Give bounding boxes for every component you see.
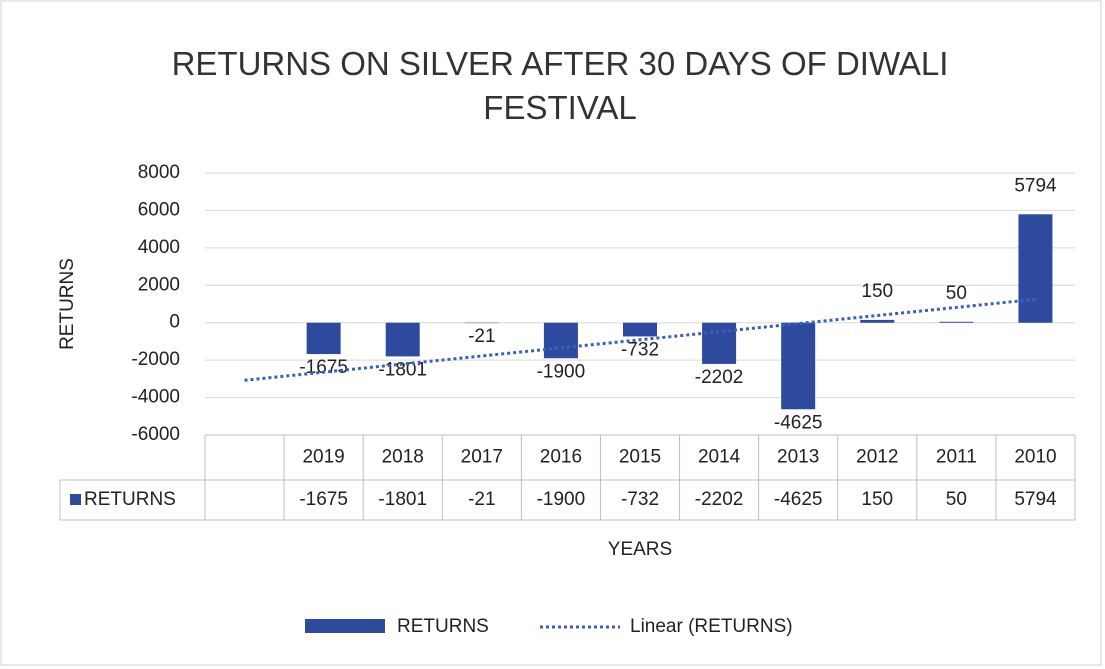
y-tick-label: 6000 [138,199,180,220]
bar [781,322,816,410]
x-tick-label: 2019 [302,447,344,468]
x-tick-label: 2010 [1014,447,1056,468]
legend-key [305,619,385,633]
chart-title: RETURNS ON SILVER AFTER 30 DAYS OF DIWAL… [171,45,949,126]
bar [306,322,341,355]
table-value: -1900 [537,489,586,510]
bar [702,322,737,364]
y-tick-label: -4000 [131,387,180,408]
table-value: -2202 [695,489,744,510]
x-tick-label: 2017 [461,447,503,468]
table-value: -4625 [774,489,823,510]
data-label: -21 [468,326,495,347]
x-tick-label: 2014 [698,447,741,468]
y-tick-label: 2000 [138,274,180,295]
y-tick-label: 8000 [138,162,180,183]
table-value: 50 [946,489,967,510]
table-value: -1801 [378,489,427,510]
bar [385,322,420,357]
x-tick-label: 2018 [382,447,424,468]
legend-label: Linear (RETURNS) [630,616,793,637]
y-tick-label: -6000 [131,424,180,445]
y-axis-title: RETURNS [57,258,78,350]
bar [860,319,895,323]
y-tick-label: 0 [169,312,180,333]
data-label: -2202 [695,367,744,388]
data-label: 50 [946,283,967,304]
table-value: -732 [621,489,659,510]
trendline [244,297,1036,382]
table-row-label: RETURNS [84,489,176,510]
y-tick-label: 4000 [138,237,180,258]
x-tick-label: 2013 [777,447,819,468]
table-value: -1675 [299,489,348,510]
table-value: 5794 [1014,489,1057,510]
data-label: 150 [861,281,893,302]
table-value: 150 [861,489,893,510]
bar [543,322,578,359]
data-label: -732 [621,339,659,360]
x-tick-label: 2015 [619,447,661,468]
table-legend-key [70,494,81,505]
bar [1018,214,1053,323]
bar [939,321,974,323]
x-tick-label: 2012 [856,447,898,468]
x-axis-title: YEARS [608,539,672,560]
data-label: 5794 [1014,175,1057,196]
data-label: -1900 [537,361,586,382]
legend-label: RETURNS [397,616,489,637]
x-tick-label: 2016 [540,447,582,468]
bar [623,322,657,337]
y-tick-label: -2000 [131,349,180,370]
data-label: -4625 [774,412,823,433]
x-tick-label: 2011 [936,447,977,468]
table-value: -21 [468,489,495,510]
